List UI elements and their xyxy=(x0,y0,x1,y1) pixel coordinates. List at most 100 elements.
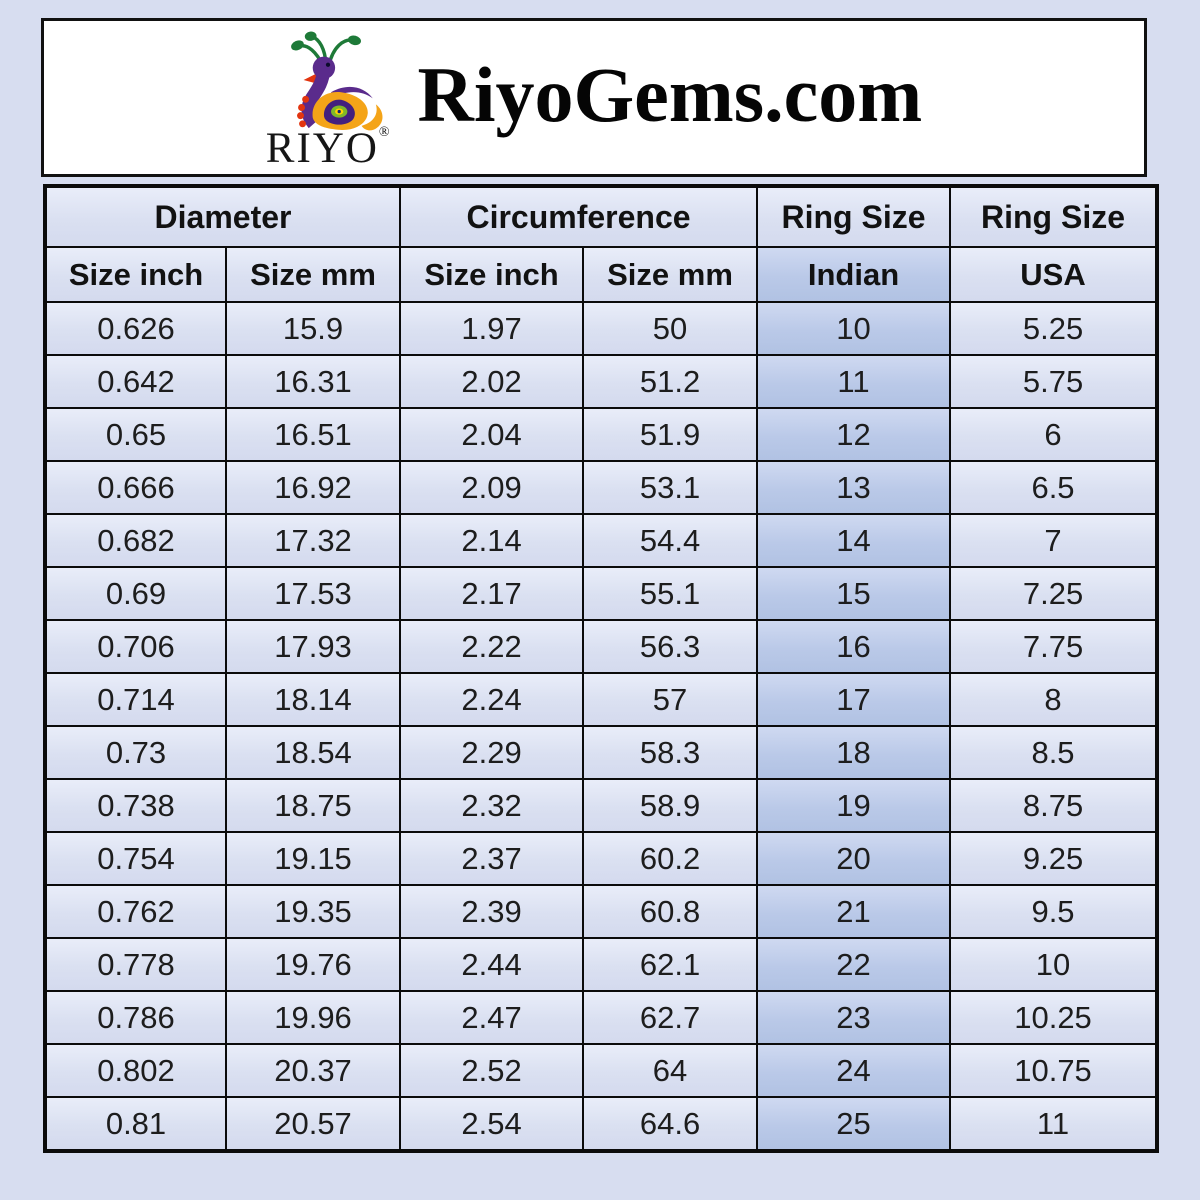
table-cell: 7.75 xyxy=(949,619,1159,674)
table-cell: 62.7 xyxy=(582,990,759,1045)
table-cell: 16.92 xyxy=(224,460,402,515)
table-cell: 60.8 xyxy=(582,884,759,939)
table-row: 0.682 17.32 2.14 54.4 14 7 xyxy=(44,513,1159,568)
table-cell: 60.2 xyxy=(582,831,759,886)
table-cell: 2.04 xyxy=(399,407,585,462)
table-row: 0.706 17.93 2.22 56.3 16 7.75 xyxy=(44,619,1159,674)
table-cell: 0.786 xyxy=(44,990,227,1045)
table-cell: 0.754 xyxy=(44,831,227,886)
table-cell: 58.9 xyxy=(582,778,759,833)
table-cell: 2.24 xyxy=(399,672,585,727)
table-cell: 19 xyxy=(756,778,952,833)
table-cell: 5.75 xyxy=(949,354,1159,409)
logo-brand-word: RIYO® xyxy=(265,124,390,172)
table-row: 0.786 19.96 2.47 62.7 23 10.25 xyxy=(44,990,1159,1045)
table-cell: 10.75 xyxy=(949,1043,1159,1098)
table-cell: 0.706 xyxy=(44,619,227,674)
table-cell: 50 xyxy=(582,301,759,356)
table-cell: 2.39 xyxy=(399,884,585,939)
table-cell: 0.666 xyxy=(44,460,227,515)
ring-size-table-body: 0.626 15.9 1.97 50 10 5.25 0.642 16.31 2.02 51.2 1… xyxy=(44,301,1159,1152)
table-row: 0.65 16.51 2.04 51.9 12 6 xyxy=(44,407,1159,462)
table-row: 0.642 16.31 2.02 51.2 11 5.75 xyxy=(44,354,1159,409)
table-cell: 2.14 xyxy=(399,513,585,568)
table-row: 0.778 19.76 2.44 62.1 22 10 xyxy=(44,937,1159,992)
table-cell: 16 xyxy=(756,619,952,674)
table-cell: 2.02 xyxy=(399,354,585,409)
table-cell: 20.57 xyxy=(224,1096,402,1152)
table-cell: 19.96 xyxy=(224,990,402,1045)
table-cell: 51.9 xyxy=(582,407,759,462)
table-cell: 57 xyxy=(582,672,759,727)
table-cell: 1.97 xyxy=(399,301,585,356)
table-cell: 0.682 xyxy=(44,513,227,568)
table-cell: 16.31 xyxy=(224,354,402,409)
table-cell: 2.32 xyxy=(399,778,585,833)
table-cell: 56.3 xyxy=(582,619,759,674)
subheader-diameter-size-inch: Size inch xyxy=(44,246,227,303)
column-group-diameter: Diameter xyxy=(43,185,402,248)
table-cell: 54.4 xyxy=(582,513,759,568)
table-cell: 2.44 xyxy=(399,937,585,992)
table-cell: 0.802 xyxy=(44,1043,227,1098)
table-cell: 11 xyxy=(756,354,952,409)
table-row: 0.73 18.54 2.29 58.3 18 8.5 xyxy=(44,725,1159,780)
table-cell: 2.37 xyxy=(399,831,585,886)
table-row: 0.762 19.35 2.39 60.8 21 9.5 xyxy=(44,884,1159,939)
table-cell: 0.65 xyxy=(44,407,227,462)
table-cell: 2.29 xyxy=(399,725,585,780)
table-cell: 19.15 xyxy=(224,831,402,886)
table-cell: 18.54 xyxy=(224,725,402,780)
table-cell: 8 xyxy=(949,672,1159,727)
table-row: 0.802 20.37 2.52 64 24 10.75 xyxy=(44,1043,1159,1098)
brand-header: RIYO® RiyoGems.com xyxy=(41,18,1147,177)
table-cell: 6 xyxy=(949,407,1159,462)
table-row: 0.738 18.75 2.32 58.9 19 8.75 xyxy=(44,778,1159,833)
table-cell: 24 xyxy=(756,1043,952,1098)
table-cell: 0.73 xyxy=(44,725,227,780)
table-cell: 18 xyxy=(756,725,952,780)
table-cell: 12 xyxy=(756,407,952,462)
table-cell: 10 xyxy=(949,937,1159,992)
table-cell: 15.9 xyxy=(224,301,402,356)
table-cell: 21 xyxy=(756,884,952,939)
table-cell: 2.09 xyxy=(399,460,585,515)
table-cell: 17.53 xyxy=(224,566,402,621)
subheader-diameter-size-mm: Size mm xyxy=(224,246,402,303)
subheader-ring-size-indian: Indian xyxy=(756,246,952,303)
peacock-logo-icon xyxy=(290,31,383,130)
table-row: 0.69 17.53 2.17 55.1 15 7.25 xyxy=(44,566,1159,621)
table-cell: 55.1 xyxy=(582,566,759,621)
subheader-ring-size-usa: USA xyxy=(949,246,1159,303)
table-cell: 0.626 xyxy=(44,301,227,356)
table-cell: 2.47 xyxy=(399,990,585,1045)
table-cell: 0.642 xyxy=(44,354,227,409)
ring-size-table: Diameter Circumference Ring Size Ring Si… xyxy=(43,184,1160,1153)
sub-header-row: Size inch Size mm Size inch Size mm Indi… xyxy=(44,246,1159,303)
column-group-ring-size-usa: Ring Size xyxy=(949,185,1159,248)
table-cell: 19.35 xyxy=(224,884,402,939)
table-row: 0.81 20.57 2.54 64.6 25 11 xyxy=(44,1096,1159,1152)
table-cell: 0.69 xyxy=(44,566,227,621)
column-group-ring-size-indian: Ring Size xyxy=(756,185,952,248)
table-cell: 10 xyxy=(756,301,952,356)
table-cell: 0.762 xyxy=(44,884,227,939)
table-cell: 6.5 xyxy=(949,460,1159,515)
table-cell: 18.14 xyxy=(224,672,402,727)
table-cell: 15 xyxy=(756,566,952,621)
table-cell: 58.3 xyxy=(582,725,759,780)
registered-trademark-mark: ® xyxy=(378,124,390,140)
table-cell: 16.51 xyxy=(224,407,402,462)
table-cell: 64.6 xyxy=(582,1096,759,1152)
table-cell: 62.1 xyxy=(582,937,759,992)
table-cell: 0.81 xyxy=(44,1096,227,1152)
site-title: RiyoGems.com xyxy=(417,50,923,138)
table-cell: 20.37 xyxy=(224,1043,402,1098)
table-cell: 17.32 xyxy=(224,513,402,568)
table-cell: 0.714 xyxy=(44,672,227,727)
table-cell: 0.778 xyxy=(44,937,227,992)
table-cell: 11 xyxy=(949,1096,1159,1152)
table-cell: 9.5 xyxy=(949,884,1159,939)
table-cell: 2.52 xyxy=(399,1043,585,1098)
table-cell: 20 xyxy=(756,831,952,886)
